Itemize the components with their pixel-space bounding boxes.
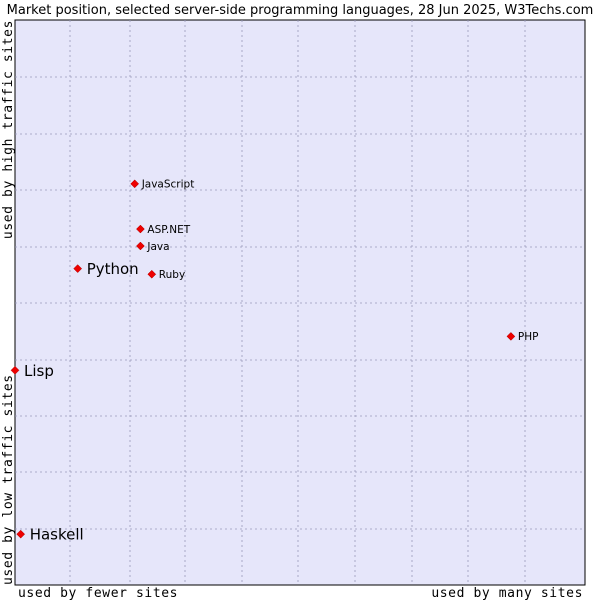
- data-point-python: Python: [73, 260, 139, 278]
- y-axis-label-high: used by high traffic sites: [1, 20, 16, 239]
- data-point-ruby: Ruby: [147, 269, 185, 281]
- point-label: Python: [87, 260, 139, 278]
- point-label: PHP: [518, 331, 539, 343]
- point-label: Lisp: [24, 362, 54, 380]
- point-label: ASP.NET: [147, 224, 190, 236]
- point-marker: [136, 224, 145, 234]
- point-marker: [73, 264, 83, 273]
- point-marker: [506, 332, 516, 341]
- plot-area: [14, 19, 586, 586]
- data-point-javascript: JavaScript: [130, 179, 195, 191]
- point-marker: [136, 241, 145, 251]
- x-axis-label-low: used by fewer sites: [18, 586, 178, 600]
- data-point-php: PHP: [506, 331, 539, 343]
- point-marker: [16, 529, 26, 539]
- data-points: JavaScript ASP.NET Java Python Ruby PHP Lisp Ha…: [10, 179, 539, 544]
- point-label: Ruby: [159, 269, 185, 281]
- point-marker: [10, 365, 20, 375]
- data-point-java: Java: [136, 241, 170, 253]
- data-point-haskell: Haskell: [16, 526, 84, 544]
- point-marker: [147, 269, 157, 279]
- data-point-asp-net: ASP.NET: [136, 224, 191, 236]
- x-axis-label-high: used by many sites: [431, 586, 583, 600]
- point-label: Java: [146, 241, 169, 253]
- chart-title: Market position, selected server-side pr…: [7, 3, 594, 18]
- grid-lines: [15, 20, 585, 585]
- point-label: Haskell: [30, 526, 84, 544]
- data-point-lisp: Lisp: [10, 362, 54, 380]
- y-axis-label-low: used by low traffic sites: [1, 374, 16, 585]
- point-marker: [130, 179, 140, 189]
- point-label: JavaScript: [141, 179, 195, 191]
